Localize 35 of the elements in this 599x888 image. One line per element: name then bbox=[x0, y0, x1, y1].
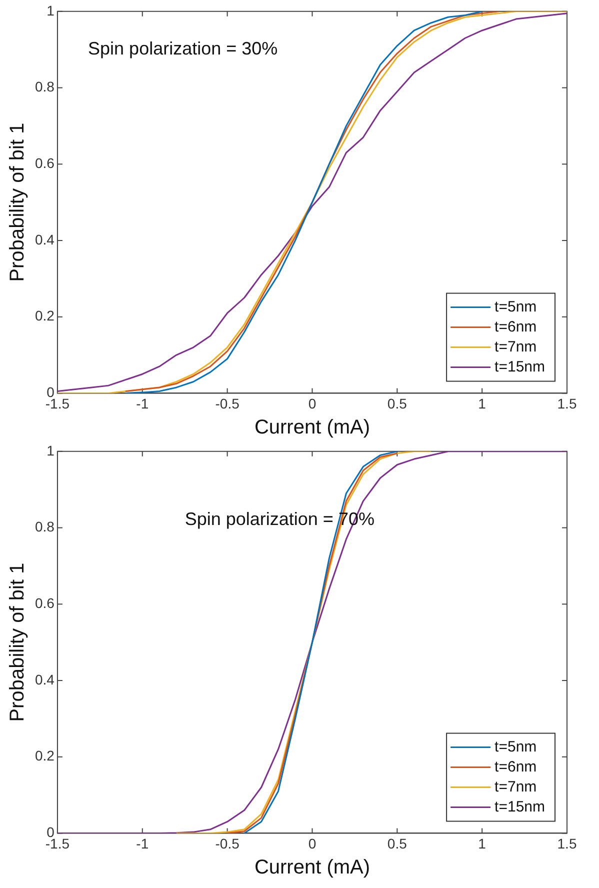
x-tick-label: 1.5 bbox=[557, 395, 577, 412]
legend-label: t=15nm bbox=[494, 798, 546, 816]
x-tick-label: -0.5 bbox=[215, 395, 240, 412]
x-tick-label: 0.5 bbox=[387, 835, 408, 852]
x-axis-title: Current (mA) bbox=[254, 416, 370, 439]
x-tick-label: 0 bbox=[308, 395, 316, 412]
x-tick-label: 1 bbox=[478, 395, 486, 412]
legend-label: t=7nm bbox=[494, 338, 537, 356]
x-tick-label: 0.5 bbox=[387, 395, 408, 412]
legend-label: t=7nm bbox=[494, 778, 537, 796]
x-tick-label: -0.5 bbox=[215, 835, 240, 852]
legend-label: t=15nm bbox=[494, 358, 546, 376]
y-tick-label: 0.2 bbox=[34, 748, 55, 764]
x-tick-label: 0 bbox=[308, 835, 316, 852]
x-tick-label: 1 bbox=[478, 835, 486, 852]
x-axis-title: Current (mA) bbox=[254, 856, 370, 879]
y-tick-label: 0.8 bbox=[34, 518, 55, 535]
y-tick-label: 1 bbox=[46, 442, 55, 458]
y-tick-label: 0.6 bbox=[34, 594, 55, 611]
y-tick-label: 0.4 bbox=[34, 671, 55, 688]
legend-label: t=6nm bbox=[494, 318, 537, 336]
legend-label: t=6nm bbox=[494, 758, 537, 776]
legend-label: t=5nm bbox=[494, 738, 537, 756]
annotation: Spin polarization = 30% bbox=[88, 38, 278, 59]
y-tick-label: 0.2 bbox=[34, 308, 55, 324]
y-axis-title: Probability of bit 1 bbox=[6, 562, 29, 722]
y-axis-title: Probability of bit 1 bbox=[6, 122, 29, 282]
x-tick-label: -1 bbox=[136, 835, 149, 852]
y-tick-label: 1 bbox=[46, 2, 55, 18]
legend-label: t=5nm bbox=[494, 298, 537, 316]
x-tick-label: -1 bbox=[136, 395, 149, 412]
x-tick-label: 1.5 bbox=[557, 835, 577, 852]
y-tick-label: 0.8 bbox=[34, 78, 55, 95]
y-tick-label: 0.4 bbox=[34, 231, 55, 248]
y-tick-label: 0.6 bbox=[34, 154, 55, 171]
